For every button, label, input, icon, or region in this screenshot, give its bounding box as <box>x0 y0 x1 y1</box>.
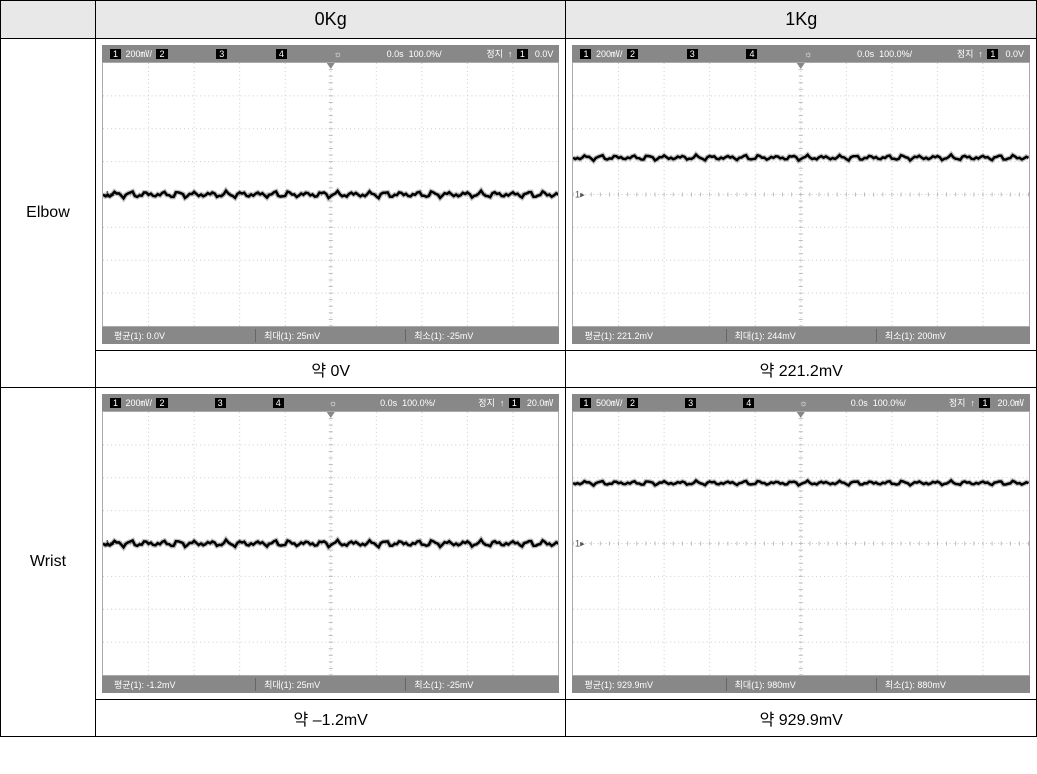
scope-bottom-bar: 평균(1): 221.2mV최대(1): 244mV최소(1): 200mV <box>572 327 1030 344</box>
scope-grid: 1▸ <box>102 411 560 676</box>
svg-text:1▸: 1▸ <box>575 190 585 200</box>
header-empty <box>1 1 96 39</box>
scope-top-bar: 1 200㎷/ 234☼0.0s 100.0%/정지 ↑ 1 20.0㎷ <box>102 394 560 411</box>
scope-elbow-1kg: 1 200㎷/ 234☼0.0s 100.0%/정지 ↑ 1 0.0V 1▸ 평균(… <box>566 39 1037 351</box>
scope-top-bar: 1 500㎷/ 234☼0.0s 100.0%/정지 ↑ 1 20.0㎷ <box>572 394 1030 411</box>
caption-elbow-1kg: 약 221.2mV <box>566 351 1037 388</box>
scope-top-bar: 1 200㎷/ 234☼0.0s 100.0%/정지 ↑ 1 0.0V <box>102 45 560 62</box>
scope-grid: 1▸ <box>572 411 1030 676</box>
scope-elbow-0kg: 1 200㎷/ 234☼0.0s 100.0%/정지 ↑ 1 0.0V1▸평균(… <box>95 39 566 351</box>
measurement-table: 0Kg 1Kg Elbow 1 200㎷/ 234☼0.0s 100.0%/정지… <box>0 0 1037 737</box>
caption-elbow-0kg: 약 0V <box>95 351 566 388</box>
scope-bottom-bar: 평균(1): 0.0V최대(1): 25mV최소(1): -25mV <box>102 327 560 344</box>
caption-wrist-0kg: 약 –1.2mV <box>95 700 566 737</box>
row-label-wrist: Wrist <box>1 388 96 737</box>
scope-grid: 1▸ <box>572 62 1030 327</box>
scope-wrist-0kg: 1 200㎷/ 234☼0.0s 100.0%/정지 ↑ 1 20.0㎷1▸평균… <box>95 388 566 700</box>
svg-text:1▸: 1▸ <box>575 539 585 549</box>
scope-top-bar: 1 200㎷/ 234☼0.0s 100.0%/정지 ↑ 1 0.0V <box>572 45 1030 62</box>
header-0kg: 0Kg <box>95 1 566 39</box>
scope-wrist-1kg: 1 500㎷/ 234☼0.0s 100.0%/정지 ↑ 1 20.0㎷ 1▸ 평균… <box>566 388 1037 700</box>
scope-bottom-bar: 평균(1): -1.2mV최대(1): 25mV최소(1): -25mV <box>102 676 560 693</box>
scope-grid: 1▸ <box>102 62 560 327</box>
row-label-elbow: Elbow <box>1 39 96 388</box>
caption-wrist-1kg: 약 929.9mV <box>566 700 1037 737</box>
header-1kg: 1Kg <box>566 1 1037 39</box>
scope-bottom-bar: 평균(1): 929.9mV최대(1): 980mV최소(1): 880mV <box>572 676 1030 693</box>
